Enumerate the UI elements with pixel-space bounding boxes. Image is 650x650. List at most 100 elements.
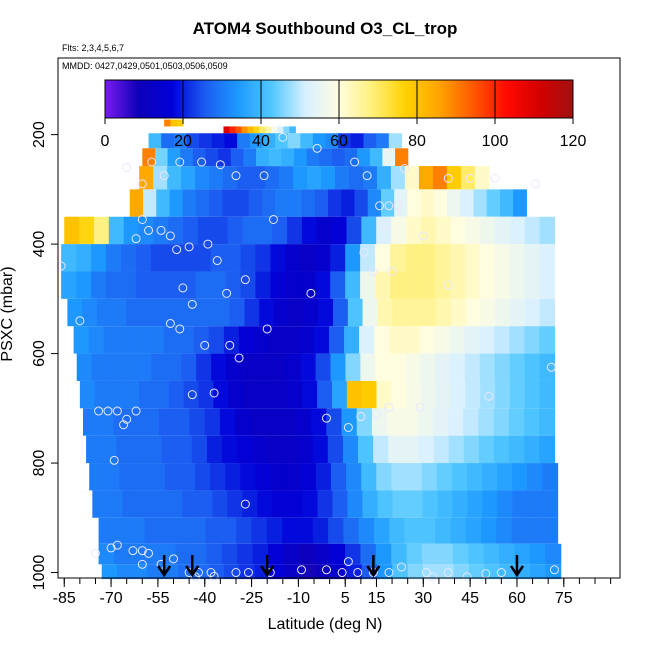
heatmap-cell — [392, 564, 409, 580]
heatmap-cell — [466, 463, 483, 491]
heatmap-cell — [387, 408, 403, 436]
colorbar-ticks: 0 20 40 60 80 100 120 — [101, 118, 586, 150]
heatmap-cell — [262, 133, 276, 149]
heatmap-cell — [165, 244, 182, 272]
heatmap-cell — [494, 244, 511, 272]
heatmap-cell — [496, 517, 513, 544]
measurement-point — [147, 157, 157, 167]
heatmap-cell — [331, 216, 348, 245]
heatmap-cell — [210, 271, 227, 299]
heatmap-cell — [479, 326, 495, 354]
heatmap-cell — [300, 353, 317, 381]
heatmap-cell — [300, 133, 314, 149]
heatmap-cell — [404, 517, 421, 544]
heatmap-cell — [135, 271, 152, 299]
measurement-point — [190, 572, 200, 582]
heatmap-cell — [176, 435, 193, 464]
heatmap-cell — [170, 298, 187, 327]
heatmap-cell — [449, 244, 466, 272]
heatmap-cell — [314, 189, 329, 217]
heatmap-cell — [167, 490, 183, 518]
heatmap-cell — [73, 326, 90, 354]
heatmap-cell — [346, 564, 363, 580]
heatmap-cell — [197, 216, 214, 245]
measurement-point — [212, 256, 222, 266]
heatmap-cell — [111, 298, 128, 327]
heatmap-cell — [113, 517, 130, 544]
heatmap-cell — [161, 133, 175, 149]
heatmap-cell — [463, 408, 479, 436]
heatmap-cell — [91, 244, 107, 272]
measurement-point — [234, 353, 244, 363]
heatmap-cell — [391, 543, 408, 565]
heatmap-cell — [376, 380, 392, 409]
heatmap-cell — [350, 133, 365, 149]
heatmap-cell — [297, 517, 314, 544]
heatmap-cell — [361, 380, 378, 409]
measurement-point — [112, 540, 122, 550]
heatmap-cell — [101, 564, 118, 580]
heatmap-cell — [375, 543, 392, 565]
heatmap-cell — [422, 490, 439, 518]
measurement-point — [387, 266, 397, 276]
heatmap-cell — [208, 564, 225, 580]
colorbar-tick-label: 0 — [101, 133, 110, 150]
heatmap-cell — [530, 564, 546, 580]
measurement-point — [484, 391, 494, 401]
flight-arrow-head — [185, 565, 200, 578]
measurement-point — [169, 554, 179, 564]
heatmap-cell — [315, 564, 332, 580]
heatmap-cell — [93, 216, 110, 245]
heatmap-cell — [107, 490, 123, 518]
heatmap-cell — [182, 189, 197, 217]
measurement-point — [187, 390, 197, 400]
colorbar: 0 20 40 60 80 100 120 — [101, 79, 586, 150]
heatmap-cell — [301, 216, 318, 245]
heatmap-cell — [509, 216, 526, 245]
heatmap-cell — [289, 126, 296, 134]
heatmap-cell — [223, 126, 231, 134]
heatmap-cell — [464, 271, 481, 299]
heatmap-cell — [312, 517, 329, 544]
x-tick-label: -55 — [146, 590, 169, 607]
heatmap-cell — [116, 435, 133, 464]
heatmap-cell — [143, 189, 157, 217]
heatmap-cell — [419, 271, 436, 299]
heatmap-cell — [64, 216, 80, 245]
heatmap-cell — [241, 126, 249, 134]
heatmap-cell — [191, 435, 208, 464]
heatmap-cell — [259, 298, 275, 327]
heatmap-cell — [189, 408, 206, 436]
heatmap-cell — [192, 148, 207, 167]
heatmap-cell — [266, 517, 283, 544]
heatmap-cell — [154, 148, 169, 167]
measurement-point — [137, 559, 147, 569]
heatmap-cell — [226, 353, 242, 381]
heatmap-cell — [162, 564, 179, 580]
heatmap-cell — [479, 353, 496, 381]
heatmap-cell — [167, 148, 181, 167]
heatmap-cell — [285, 463, 302, 491]
heatmap-cell — [367, 189, 382, 217]
heatmap-cell — [109, 380, 125, 409]
heatmap-cell — [390, 166, 406, 190]
heatmap-cell — [237, 133, 251, 149]
heatmap-cell — [371, 408, 388, 436]
y-tick-label: 1000 — [31, 555, 48, 591]
heatmap-cell — [402, 408, 419, 436]
heatmap-cell — [451, 463, 468, 491]
dates-label: MMDD: 0427,0429,0501,0503,0506,0509 — [62, 61, 228, 71]
heatmap-cell — [213, 380, 229, 409]
heatmap-cell — [321, 166, 336, 190]
heatmap-cell — [272, 490, 289, 518]
colorbar-dividers — [182, 80, 496, 118]
heatmap-cell — [194, 463, 211, 491]
heatmap-cell — [375, 353, 391, 381]
heatmap-cell — [539, 271, 556, 299]
heatmap-cell — [358, 435, 374, 464]
heatmap-cell — [404, 326, 420, 354]
heatmap-cell — [434, 244, 451, 272]
heatmap-cell — [407, 564, 424, 580]
heatmap-cell — [510, 298, 526, 327]
